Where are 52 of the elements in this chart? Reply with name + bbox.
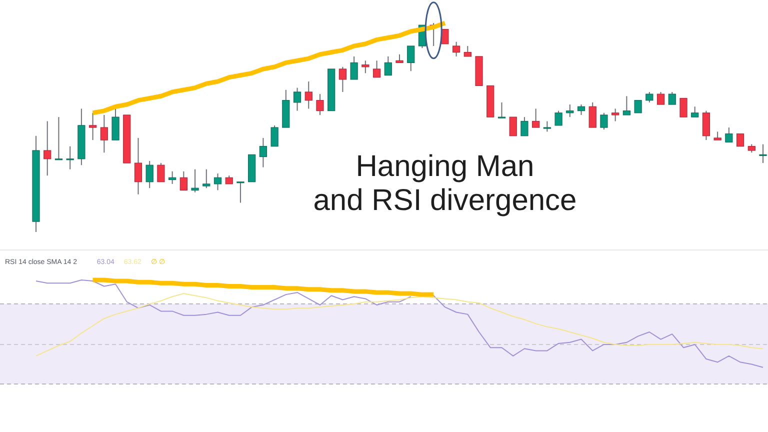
candlestick (509, 116, 517, 136)
candlestick (554, 110, 562, 126)
candlestick (656, 91, 665, 106)
candlestick (372, 60, 381, 78)
candlestick (691, 106, 699, 118)
candlestick (191, 168, 199, 193)
candlestick (384, 56, 392, 76)
candlestick (293, 87, 302, 112)
candlestick (498, 102, 506, 118)
candlestick (520, 116, 528, 136)
candlestick (146, 160, 154, 189)
candlestick (464, 45, 472, 57)
candlestick (680, 98, 688, 118)
candlestick (736, 133, 744, 147)
candlestick (259, 137, 267, 168)
candlestick (543, 120, 551, 132)
candlestick (452, 41, 460, 57)
candlestick (54, 116, 63, 160)
candlestick (600, 112, 608, 130)
candlestick (622, 96, 630, 116)
text: Hanging Man and RSI divergence (313, 150, 577, 217)
candlestick (88, 112, 97, 141)
candlestick (316, 94, 324, 116)
candlestick (350, 56, 358, 80)
candlestick (668, 91, 676, 106)
candlestick (304, 81, 312, 110)
candlestick (577, 104, 586, 116)
candlestick (180, 170, 188, 191)
candlestick (646, 91, 654, 103)
candlestick (66, 146, 74, 170)
candlestick (44, 120, 52, 176)
candlestick (338, 66, 347, 92)
candlestick (407, 45, 415, 72)
candlestick (566, 104, 574, 118)
candlestick (532, 108, 540, 128)
candlestick (634, 100, 642, 114)
candlestick (588, 102, 596, 128)
candlestick (236, 181, 244, 204)
candlestick (702, 110, 710, 141)
candlestick (362, 60, 370, 74)
candlestick (441, 28, 449, 44)
candlestick (612, 108, 620, 122)
candlestick (270, 124, 278, 147)
candlestick (100, 114, 108, 154)
candlestick (202, 168, 210, 189)
candlestick (134, 137, 142, 195)
candlestick (725, 127, 733, 143)
candlestick (168, 170, 176, 184)
candlestick (112, 108, 120, 141)
candlestick (214, 172, 222, 191)
candlestick (759, 144, 767, 164)
candlestick (157, 162, 165, 182)
